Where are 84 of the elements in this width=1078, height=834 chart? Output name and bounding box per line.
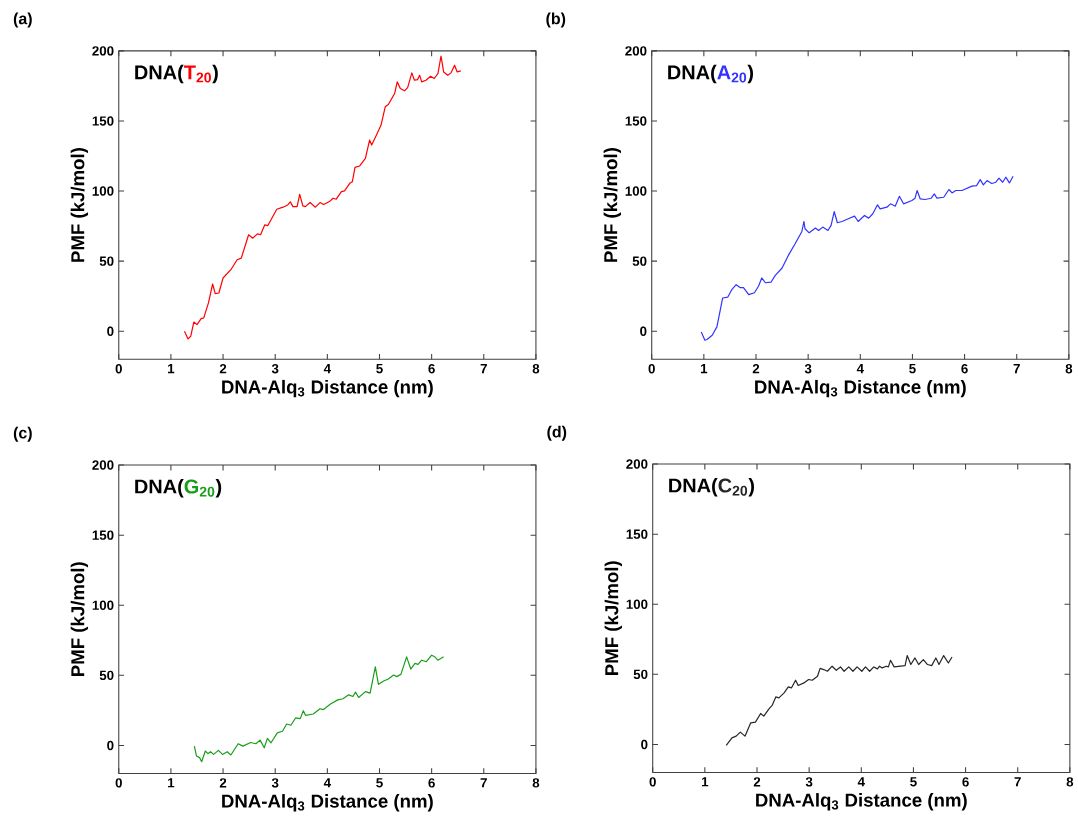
x-axis-title: DNA-Alq$_{3}$ Distance (nm) — [222, 793, 433, 812]
x-tick-label: 8 — [1066, 777, 1074, 787]
y-tick-label: 200 — [92, 46, 114, 56]
x-tick-label: 4 — [323, 363, 331, 373]
x-tick-label: 3 — [271, 363, 279, 374]
annotation: A$_{20}$ — [717, 65, 747, 83]
y-tick-label: 200 — [625, 46, 647, 56]
chart-title: (c) — [13, 426, 32, 442]
annotation: ) — [215, 478, 222, 498]
annotation: ) — [748, 477, 755, 497]
y-tick-label: 0 — [107, 740, 114, 750]
chart-title: (d) — [547, 425, 567, 441]
annotation: ) — [747, 64, 754, 84]
y-tick-label: 50 — [633, 669, 648, 679]
y-tick-label: 200 — [626, 459, 648, 469]
x-tick-label: 1 — [168, 777, 175, 788]
x-tick-label: 6 — [428, 778, 435, 788]
line-series — [183, 55, 462, 340]
x-tick-label: 6 — [961, 363, 968, 374]
y-tick-label: 50 — [632, 256, 647, 266]
x-tick-label: 3 — [804, 363, 812, 374]
x-tick-label: 7 — [480, 363, 487, 373]
y-tick-label: 150 — [625, 116, 647, 126]
annotation: G$_{20}$ — [184, 479, 215, 497]
chart-title: (b) — [546, 12, 566, 28]
y-tick-label: 100 — [92, 186, 114, 196]
line-series — [193, 654, 445, 763]
x-axis-title: DNA-Alq$_{3}$ Distance (nm) — [755, 379, 966, 398]
x-tick-label: 2 — [219, 363, 227, 374]
x-tick-label: 3 — [271, 778, 279, 788]
x-tick-label: 0 — [115, 363, 122, 374]
x-tick-label: 5 — [910, 776, 917, 787]
y-tick-label: 150 — [626, 529, 648, 539]
y-tick-label: 0 — [107, 326, 114, 336]
x-tick-label: 5 — [376, 363, 383, 374]
x-tick-label: 6 — [962, 777, 969, 787]
annotation: DNA( — [135, 478, 184, 498]
x-tick-label: 5 — [376, 777, 383, 788]
y-tick-label: 100 — [626, 599, 648, 609]
y-tick-label: 200 — [92, 460, 114, 470]
x-tick-label: 4 — [856, 363, 864, 373]
y-tick-label: 100 — [625, 186, 647, 196]
x-tick-label: 8 — [532, 778, 540, 788]
x-tick-label: 4 — [323, 777, 331, 788]
x-tick-label: 6 — [428, 363, 435, 374]
y-axis-title: PMF (kJ/mol) — [70, 147, 89, 262]
line-series — [725, 654, 953, 746]
x-tick-label: 4 — [857, 776, 865, 787]
x-axis-title: DNA-Alq$_{3}$ Distance (nm) — [222, 379, 433, 398]
annotation: DNA( — [135, 64, 184, 84]
x-tick-label: 8 — [532, 363, 540, 374]
annotation: T$_{20}$ — [184, 65, 211, 83]
y-tick-label: 0 — [641, 739, 648, 749]
y-tick-label: 50 — [99, 256, 114, 266]
x-tick-label: 1 — [701, 776, 709, 787]
annotation: ) — [212, 64, 218, 84]
y-tick-label: 150 — [92, 530, 114, 540]
x-tick-label: 0 — [115, 778, 122, 788]
x-tick-label: 3 — [805, 777, 813, 787]
line-series — [700, 175, 1014, 341]
x-axis-title: DNA-Alq$_{3}$ Distance (nm) — [756, 792, 967, 811]
y-tick-label: 150 — [92, 116, 114, 126]
x-tick-label: 0 — [648, 363, 655, 374]
y-tick-label: 0 — [640, 326, 647, 336]
y-axis-title: PMF (kJ/mol) — [603, 147, 621, 262]
x-tick-label: 5 — [909, 363, 916, 374]
annotation: DNA( — [668, 64, 717, 84]
x-tick-label: 7 — [480, 777, 487, 788]
x-tick-label: 7 — [1013, 363, 1020, 373]
x-tick-label: 1 — [700, 363, 708, 373]
annotation: C$_{20}$ — [718, 478, 748, 496]
y-axis-title: PMF (kJ/mol) — [70, 562, 89, 676]
x-tick-label: 1 — [168, 363, 175, 373]
x-tick-label: 0 — [649, 777, 656, 787]
x-tick-label: 8 — [1065, 363, 1073, 374]
x-tick-label: 7 — [1014, 776, 1021, 787]
x-tick-label: 2 — [219, 778, 227, 788]
x-tick-label: 2 — [752, 363, 760, 374]
annotation: DNA( — [669, 477, 718, 497]
y-tick-label: 50 — [99, 670, 114, 680]
chart-title: (a) — [13, 12, 32, 28]
y-axis-title: PMF (kJ/mol) — [604, 561, 622, 675]
y-tick-label: 100 — [92, 600, 114, 610]
x-tick-label: 2 — [753, 777, 761, 787]
